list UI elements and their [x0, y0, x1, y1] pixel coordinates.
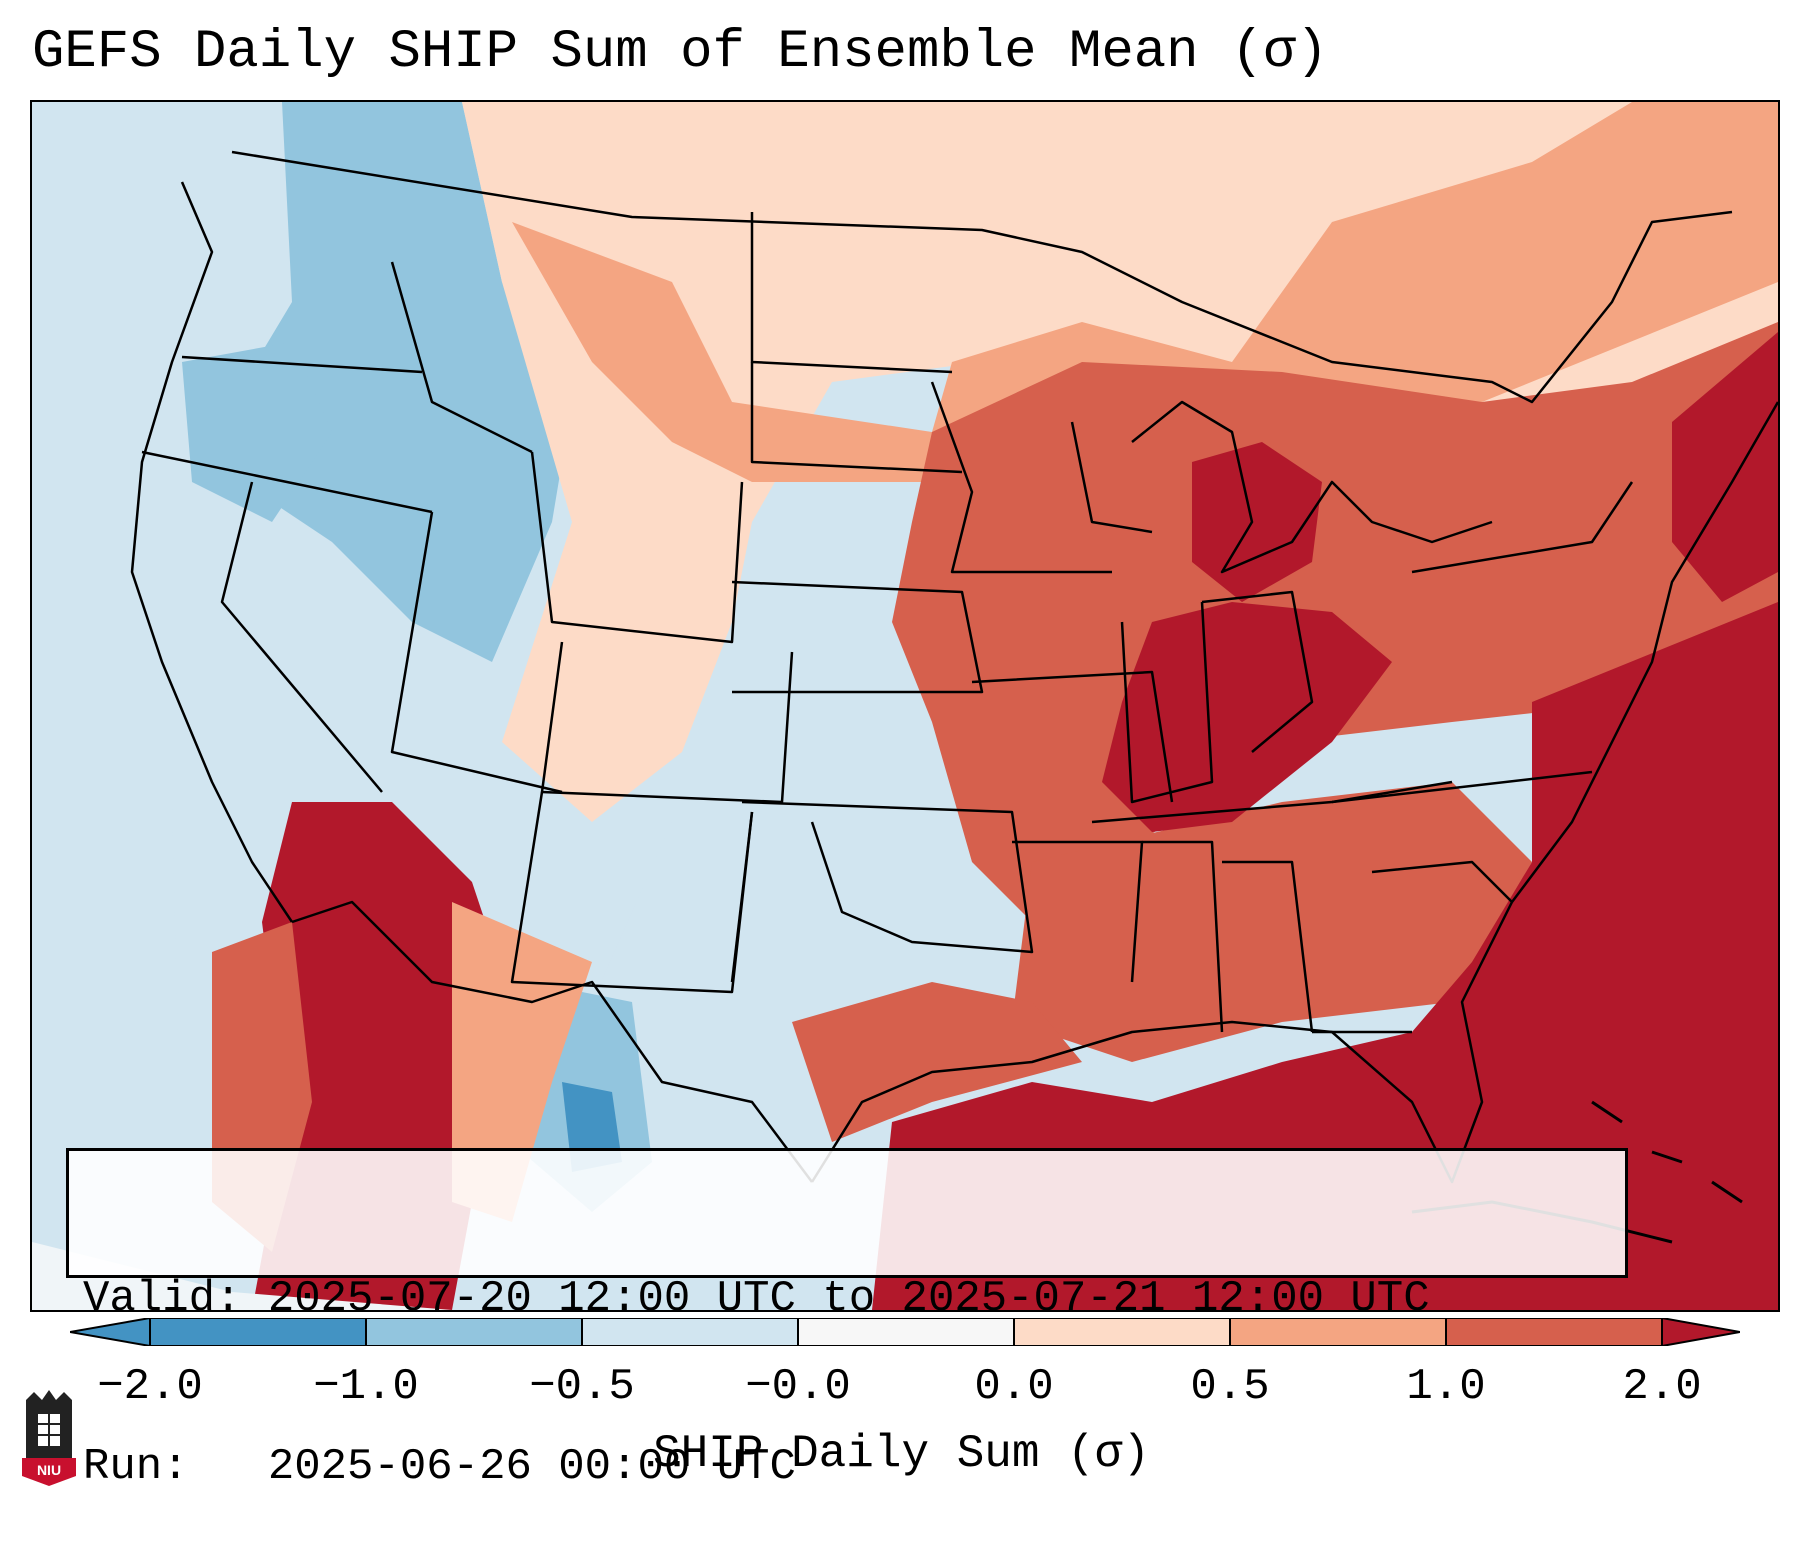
great-lakes-shore [1131, 400, 1493, 574]
border-wy [530, 451, 744, 644]
rockies-low-field [232, 102, 572, 662]
border-ne-ks [731, 580, 984, 694]
mexico-moderate-field [452, 902, 592, 1222]
colorbar [70, 1318, 1740, 1346]
atlantic-very-high-field [872, 602, 1778, 1310]
colorbar-tick-label: 2.0 [1622, 1362, 1702, 1412]
colorbar-segment [1014, 1318, 1230, 1346]
border-ga [1222, 860, 1314, 1033]
border-ms-al [1142, 840, 1224, 1033]
border-pa-ny [1411, 481, 1634, 574]
run-line: Run: 2025-06-26 00:00 UTC [83, 1442, 796, 1492]
page-title: GEFS Daily SHIP Sum of Ensemble Mean (σ) [32, 22, 1329, 83]
border-nv [220, 481, 383, 793]
mexico-border [291, 900, 813, 1183]
border-va-nc [1331, 770, 1593, 804]
border-tx [730, 811, 754, 983]
border-sc [1371, 860, 1513, 903]
colorbar-tick-label: −0.5 [529, 1362, 635, 1412]
colorbar-tick-label: −0.0 [745, 1362, 851, 1412]
anomaly-map [32, 102, 1778, 1310]
border-mt-nd [750, 212, 953, 374]
colorbar-tick-label: 0.0 [974, 1362, 1054, 1412]
border-nd-sd [750, 362, 963, 474]
colorbar-segment [366, 1318, 582, 1346]
colorbar-tick-label: −2.0 [97, 1362, 203, 1412]
border-mn-ia [930, 381, 1112, 574]
border-wa-or [181, 355, 423, 374]
colorbar-segment [798, 1318, 1014, 1346]
colorbar-segment [1446, 1318, 1662, 1346]
colorbar-arrow-outline [70, 1318, 151, 1346]
valid-time-box: Valid: 2025-07-20 12:00 UTC to 2025-07-2… [66, 1148, 1628, 1492]
colorbar-under-arrow [70, 1318, 150, 1346]
border-mo [971, 670, 1174, 803]
map-panel [30, 100, 1780, 1312]
colorbar-tick-label: 0.5 [1190, 1362, 1270, 1412]
colorbar-svg [70, 1318, 1740, 1346]
border-id-mt [390, 261, 533, 454]
colorbar-segment [582, 1318, 798, 1346]
border-il-in [1120, 601, 1214, 804]
plains-moderate-field [512, 102, 1778, 482]
gulf-coast [810, 401, 1778, 1184]
canada-border [231, 150, 1733, 404]
state-borders [130, 150, 1778, 1184]
border-or-ca [141, 450, 433, 514]
border-co [540, 641, 794, 804]
valid-line: Valid: 2025-07-20 12:00 UTC to 2025-07-2… [83, 1274, 1430, 1324]
niu-logo-text: NIU [36, 1462, 62, 1478]
border-ok [741, 800, 1034, 954]
great-lakes-very-high-field [1192, 442, 1322, 602]
colorbar-label: SHIP Daily Sum (σ) [653, 1428, 1150, 1480]
colorbar-segment [150, 1318, 366, 1346]
coastline-west [130, 181, 294, 923]
border-oh [1201, 590, 1314, 753]
nw-low-field [182, 342, 332, 522]
ohio-valley-very-high-field [1102, 602, 1392, 832]
colorbar-tick-label: −1.0 [313, 1362, 419, 1412]
logo-shield-icon [22, 1458, 76, 1486]
colorbar-over-arrow [1662, 1318, 1740, 1346]
new-england-very-high-field [1672, 332, 1778, 602]
colorbar-tick-label: 1.0 [1406, 1362, 1486, 1412]
colorbar-segment [1230, 1318, 1446, 1346]
pacific-edge-field [32, 1242, 452, 1310]
colorbar-arrow-outline [1661, 1318, 1740, 1346]
border-wi-mi [1070, 421, 1153, 534]
border-ut [390, 511, 563, 794]
niu-logo [22, 1390, 76, 1486]
bahamas-outline [1591, 1100, 1743, 1204]
